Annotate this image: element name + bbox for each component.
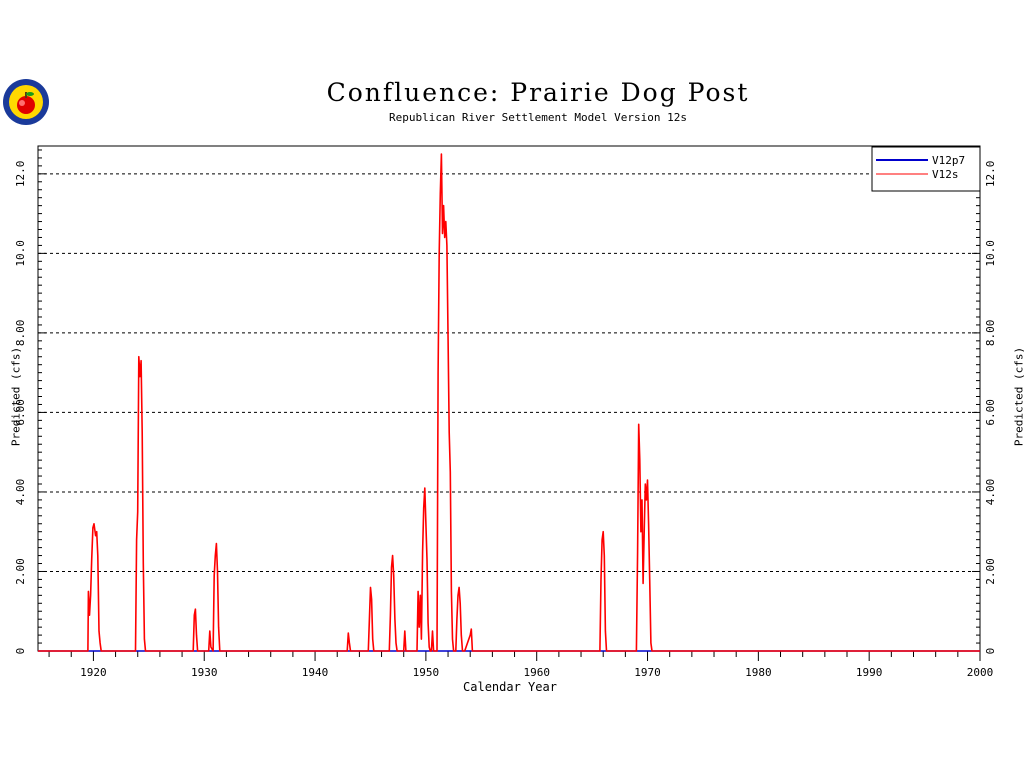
y-tick-label-right: 2.00 xyxy=(984,558,997,585)
y-tick-label-left: 6.00 xyxy=(14,399,27,426)
x-tick-label: 1930 xyxy=(191,666,218,679)
y-tick-label-left: 8.00 xyxy=(14,320,27,347)
y-tick-label-left: 0 xyxy=(14,648,27,655)
y-tick-label-left: 10.0 xyxy=(14,240,27,266)
logo-icon xyxy=(2,78,50,126)
chart-title: Confluence: Prairie Dog Post xyxy=(326,78,750,107)
x-axis-label: Calendar Year xyxy=(463,680,557,694)
x-tick-label: 1950 xyxy=(413,666,440,679)
y-tick-label-right: 6.00 xyxy=(984,399,997,426)
y-axis-label-right: Predicted (cfs) xyxy=(1012,346,1024,447)
series-line-v12s xyxy=(38,153,980,652)
y-tick-label-left: 2.00 xyxy=(14,558,27,585)
legend-label-v12s: V12s xyxy=(932,168,959,181)
x-tick-label: 1970 xyxy=(634,666,661,679)
y-tick-label-right: 12.0 xyxy=(984,161,997,188)
y-tick-label-left: 12.0 xyxy=(14,161,27,188)
y-tick-label-right: 10.0 xyxy=(984,240,997,266)
y-axis-label-left: Predicted (cfs) xyxy=(9,346,23,447)
x-tick-label: 1920 xyxy=(80,666,107,679)
chart-subtitle: Republican River Settlement Model Versio… xyxy=(388,111,687,124)
x-tick-label: 2000 xyxy=(967,666,994,679)
plot-frame xyxy=(37,145,981,652)
x-tick-label: 1990 xyxy=(856,666,883,679)
y-tick-label-right: 4.00 xyxy=(984,479,997,506)
y-tick-label-left: 4.00 xyxy=(14,479,27,506)
x-tick-label: 1980 xyxy=(745,666,772,679)
legend-box xyxy=(871,146,981,192)
y-tick-label-right: 0 xyxy=(984,648,997,655)
x-tick-label: 1940 xyxy=(302,666,329,679)
legend-label-v12p7: V12p7 xyxy=(932,154,965,167)
y-tick-label-right: 8.00 xyxy=(984,320,997,347)
x-tick-label: 1960 xyxy=(523,666,550,679)
